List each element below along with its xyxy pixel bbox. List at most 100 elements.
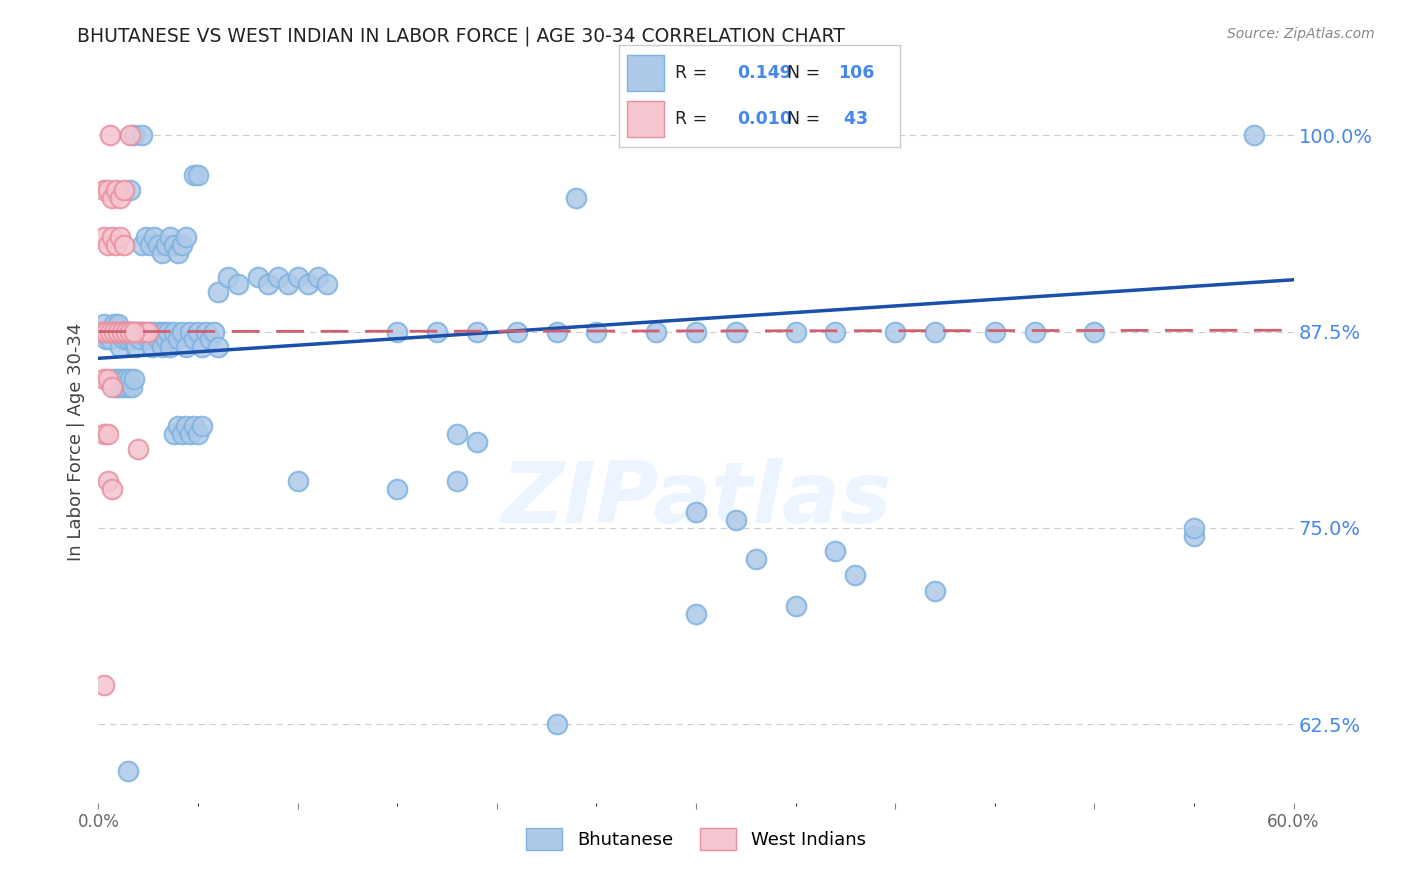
Point	[105, 183, 128, 197]
Bar	[627, 55, 664, 91]
Point	[984, 325, 1007, 339]
Point	[585, 325, 607, 339]
Point	[1024, 325, 1046, 339]
Text: N =: N =	[787, 110, 821, 128]
Point	[785, 325, 807, 339]
Point	[110, 340, 132, 354]
Point	[150, 340, 173, 354]
Point	[112, 333, 135, 347]
Text: ZIPatlas: ZIPatlas	[501, 458, 891, 541]
Point	[112, 325, 135, 339]
Point	[724, 513, 747, 527]
Point	[191, 418, 214, 433]
Point	[267, 269, 290, 284]
Point	[124, 128, 146, 143]
Point	[93, 678, 115, 692]
Point	[174, 418, 197, 433]
Point	[93, 372, 115, 386]
Point	[297, 277, 319, 292]
Point	[93, 325, 115, 339]
Point	[97, 238, 120, 252]
Point	[120, 183, 142, 197]
Point	[105, 379, 128, 393]
Point	[546, 717, 568, 731]
Point	[96, 333, 118, 347]
Point	[121, 325, 143, 339]
Text: Source: ZipAtlas.com: Source: ZipAtlas.com	[1227, 27, 1375, 41]
Point	[183, 418, 205, 433]
Point	[187, 426, 209, 441]
Point	[191, 340, 214, 354]
Point	[101, 230, 124, 244]
Point	[924, 583, 946, 598]
Point	[117, 379, 139, 393]
Point	[105, 325, 128, 339]
Point	[127, 442, 149, 457]
Point	[125, 340, 148, 354]
Text: R =: R =	[675, 110, 707, 128]
Point	[93, 230, 115, 244]
Point	[121, 379, 143, 393]
Point	[426, 325, 449, 339]
Point	[256, 277, 278, 292]
Point	[117, 764, 139, 779]
Point	[187, 325, 209, 339]
Point	[115, 372, 138, 386]
Point	[385, 325, 409, 339]
Point	[120, 325, 142, 339]
Point	[110, 230, 132, 244]
Point	[163, 426, 186, 441]
Point	[824, 325, 846, 339]
Point	[804, 128, 827, 143]
Point	[141, 340, 163, 354]
Point	[172, 426, 194, 441]
Point	[149, 325, 172, 339]
Point	[1083, 325, 1105, 339]
Point	[112, 238, 135, 252]
Point	[1182, 529, 1205, 543]
Point	[131, 128, 153, 143]
Point	[111, 372, 134, 386]
Point	[924, 325, 946, 339]
Point	[226, 277, 249, 292]
Point	[115, 325, 138, 339]
Text: 106: 106	[838, 64, 875, 82]
Point	[98, 333, 122, 347]
Point	[96, 325, 118, 339]
Point	[117, 333, 139, 347]
Point	[112, 379, 135, 393]
Point	[307, 269, 329, 284]
Point	[136, 333, 159, 347]
Point	[105, 238, 128, 252]
Point	[724, 325, 747, 339]
Point	[159, 230, 181, 244]
Point	[124, 325, 146, 339]
Point	[172, 238, 194, 252]
Point	[167, 246, 190, 260]
Point	[125, 325, 148, 339]
Point	[159, 340, 181, 354]
Point	[129, 333, 152, 347]
Point	[174, 340, 197, 354]
Point	[1243, 128, 1265, 143]
Point	[645, 325, 668, 339]
Point	[120, 372, 142, 386]
Point	[685, 325, 707, 339]
Point	[101, 191, 124, 205]
Point	[121, 333, 143, 347]
Point	[91, 325, 114, 339]
Point	[685, 607, 707, 622]
Point	[107, 317, 129, 331]
Point	[217, 269, 239, 284]
Point	[163, 325, 186, 339]
Point	[107, 325, 129, 339]
Point	[143, 230, 166, 244]
Point	[745, 552, 768, 566]
Point	[174, 230, 197, 244]
Point	[167, 418, 190, 433]
Point	[120, 128, 142, 143]
Point	[157, 325, 180, 339]
Point	[110, 379, 132, 393]
Point	[465, 325, 488, 339]
Point	[134, 325, 156, 339]
